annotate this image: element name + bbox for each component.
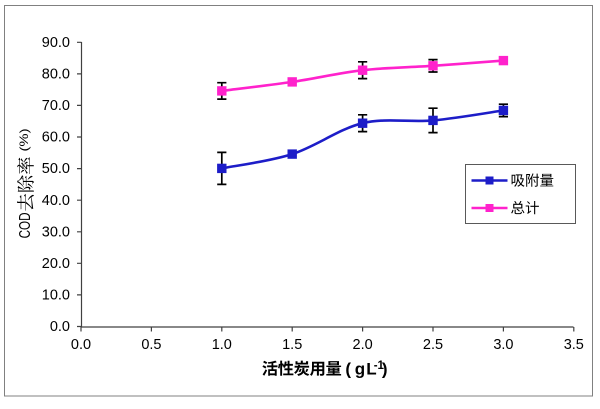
svg-text:g: g: [355, 359, 365, 378]
svg-text:0.0: 0.0: [71, 337, 91, 353]
svg-text:3.0: 3.0: [493, 337, 513, 353]
svg-text:20.0: 20.0: [42, 256, 70, 272]
svg-text:2.0: 2.0: [353, 337, 373, 353]
svg-text:0.5: 0.5: [141, 337, 161, 353]
svg-text:50.0: 50.0: [42, 161, 70, 177]
svg-text:(%): (%): [17, 129, 31, 152]
svg-text:2.5: 2.5: [423, 337, 443, 353]
svg-text:): ): [382, 359, 388, 378]
svg-text:1.0: 1.0: [212, 337, 232, 353]
svg-text:10.0: 10.0: [42, 288, 70, 304]
svg-text:70.0: 70.0: [42, 98, 70, 114]
svg-text:1.5: 1.5: [282, 337, 302, 353]
svg-text:90.0: 90.0: [42, 35, 70, 51]
svg-text:COD: COD: [17, 212, 34, 238]
svg-text:40.0: 40.0: [42, 193, 70, 209]
svg-text:-1: -1: [374, 360, 385, 372]
svg-text:(: (: [345, 359, 351, 378]
svg-text:60.0: 60.0: [42, 130, 70, 146]
svg-text:0.0: 0.0: [50, 319, 70, 335]
svg-text:80.0: 80.0: [42, 67, 70, 83]
svg-text:30.0: 30.0: [42, 224, 70, 240]
svg-text:3.5: 3.5: [564, 337, 584, 353]
svg-text:L: L: [366, 359, 376, 378]
